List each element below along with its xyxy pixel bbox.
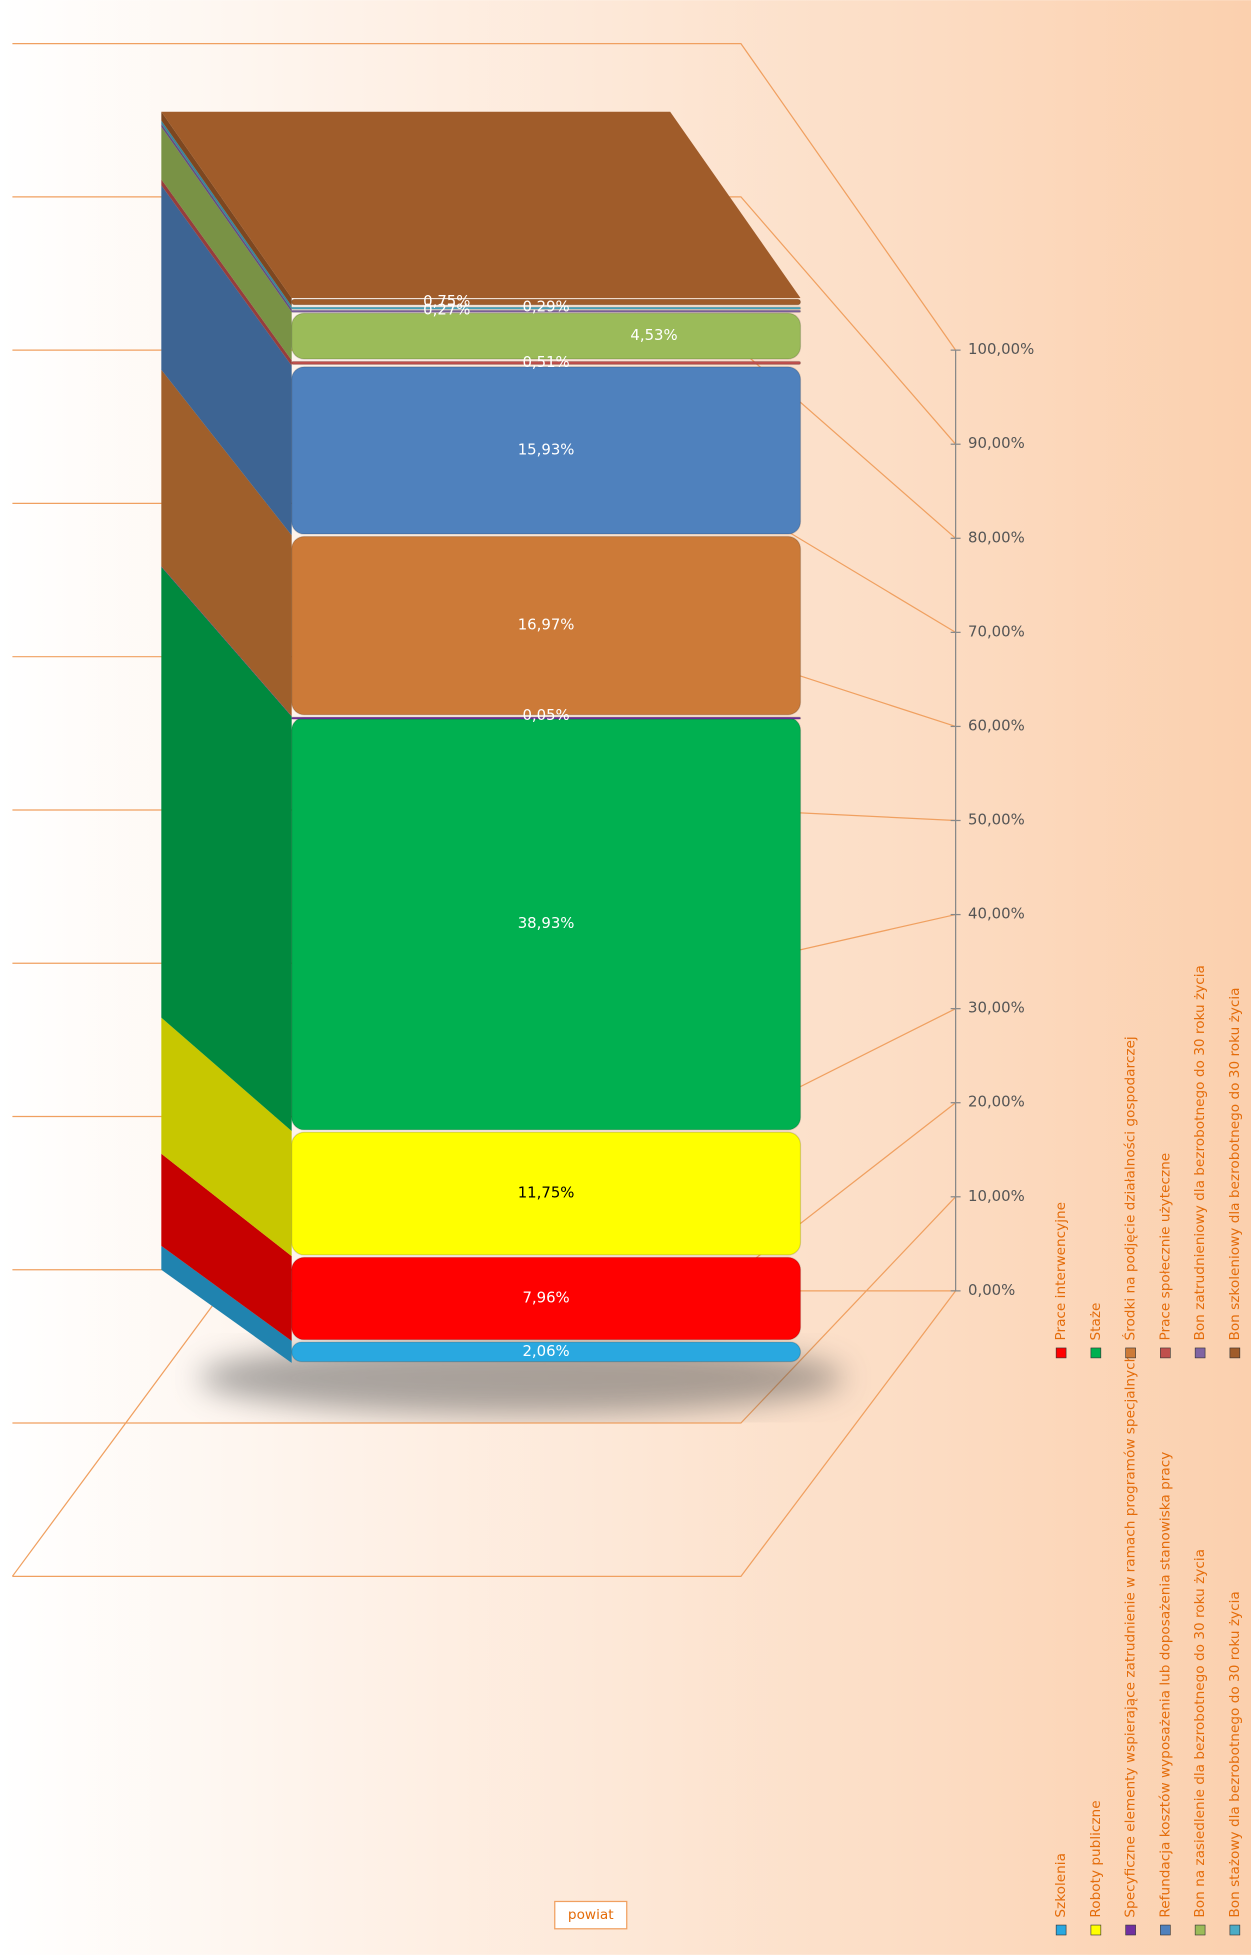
legend-swatch (1090, 1924, 1102, 1936)
bar-side-shade (161, 123, 292, 312)
value-label: 7,96% (522, 1289, 569, 1307)
y-tick-label: 40,00% (968, 905, 1025, 923)
x-tick-label: powiat (568, 1907, 614, 1923)
bar-side-shade (161, 120, 292, 310)
bar-side (161, 369, 292, 716)
bar (291, 312, 802, 360)
bar (291, 366, 802, 535)
value-label: 0,29% (522, 298, 569, 316)
bar-side-shade (161, 566, 292, 1132)
y-tick-label: 20,00% (968, 1093, 1025, 1111)
legend-swatch (1160, 1924, 1171, 1936)
legend-swatch (1125, 1924, 1136, 1936)
grid-line (12, 1196, 957, 1424)
bar (291, 716, 802, 720)
bar-side (161, 111, 292, 306)
bar-side (161, 120, 292, 310)
value-label: 0,51% (522, 353, 569, 371)
bar-side (161, 566, 292, 717)
value-label: 38,93% (518, 914, 575, 932)
legend-label: Szkolenia (1053, 1853, 1069, 1918)
legend-label: Staże (1088, 1303, 1104, 1341)
bar-side (161, 126, 292, 361)
legend-label: Prace interwencyjne (1053, 1202, 1069, 1341)
legend-swatch (1229, 1347, 1241, 1359)
y-tick-label: 70,00% (968, 622, 1025, 640)
bar-side (161, 1153, 292, 1341)
bar-side (161, 1017, 292, 1257)
bar-side (161, 566, 292, 1132)
bar (291, 306, 802, 310)
y-tick-label: 60,00% (968, 716, 1025, 734)
legend-swatch (1055, 1347, 1067, 1359)
legend-label: Bon stażowy dla bezrobotnego do 30 roku … (1227, 1591, 1243, 1917)
value-label: 0,05% (522, 706, 569, 724)
y-tick-label: 50,00% (968, 811, 1025, 829)
bar-side-shade (161, 369, 292, 716)
legend-swatch (1125, 1347, 1136, 1359)
y-tick-label: 10,00% (968, 1187, 1025, 1205)
bar-side-shade (161, 1017, 292, 1257)
category-box (554, 1900, 628, 1930)
bar (291, 1341, 802, 1363)
bars: 2,06% 7,96% 11,75% 38,93% 0,05% 16,97% 15,93% 0… (161, 111, 802, 1363)
value-label: 0,75% (423, 292, 470, 310)
legend-label: Specyficzne elementy wspierające zatrudn… (1123, 1354, 1139, 1918)
bar (291, 309, 802, 313)
legend-label: Środki na podjęcie działalności gospodar… (1121, 1036, 1139, 1340)
ticks: 0,00% 10,00% 20,00% 30,00% 40,00% 50,00% 60,00… (950, 340, 1034, 1299)
legend-label: Bon szkoleniowy dla bezrobotnego do 30 r… (1227, 987, 1243, 1340)
value-label: 16,97% (518, 616, 575, 634)
bar (291, 298, 802, 306)
y-tick-label: 0,00% (968, 1281, 1015, 1299)
grid-line (12, 42, 957, 351)
bar (291, 535, 802, 716)
bar-side (161, 1245, 292, 1363)
value-label: 11,75% (518, 1184, 575, 1202)
legend-label: Refundacja kosztów wyposażenia lub dopos… (1157, 1452, 1173, 1918)
y-tick-label: 80,00% (968, 528, 1025, 546)
bar-side (161, 185, 292, 536)
bar-side-shade (161, 185, 292, 536)
bar (291, 1131, 802, 1256)
value-label: 0,27% (423, 301, 470, 319)
value-label: 4,53% (630, 326, 677, 344)
legend-swatch (1090, 1347, 1102, 1359)
bar (291, 1256, 802, 1341)
bar-side-shade (161, 1153, 292, 1341)
grid-line (12, 1290, 957, 1577)
bar-side-shade (161, 111, 292, 306)
legend-label: Bon zatrudnieniowy dla bezrobotnego do 3… (1192, 965, 1208, 1340)
legend: Szkolenia Prace interwencyjne Roboty publi… (1053, 965, 1243, 1936)
legend-label: Bon na zasiedlenie dla bezrobotnego do 3… (1192, 1549, 1208, 1918)
bar-side-shade (161, 179, 292, 366)
bar-side-shade (161, 1245, 292, 1363)
y-tick-label: 100,00% (968, 340, 1034, 358)
bar-side (161, 123, 292, 312)
bar-top (161, 111, 801, 299)
value-label: 2,06% (522, 1342, 569, 1360)
legend-swatch (1194, 1924, 1206, 1936)
bar-side-shade (161, 566, 292, 717)
y-tick-label: 90,00% (968, 434, 1025, 452)
legend-swatch (1194, 1347, 1206, 1359)
y-tick-label: 30,00% (968, 999, 1025, 1017)
legend-swatch (1229, 1924, 1241, 1936)
bar-side-shade (161, 126, 292, 361)
legend-swatch (1160, 1347, 1171, 1359)
legend-label: Prace społecznie użyteczne (1157, 1153, 1173, 1341)
bar (291, 360, 802, 366)
bar-side (161, 179, 292, 366)
legend-swatch (1055, 1924, 1067, 1936)
value-label: 15,93% (518, 440, 575, 458)
legend-label: Roboty publiczne (1088, 1800, 1104, 1917)
